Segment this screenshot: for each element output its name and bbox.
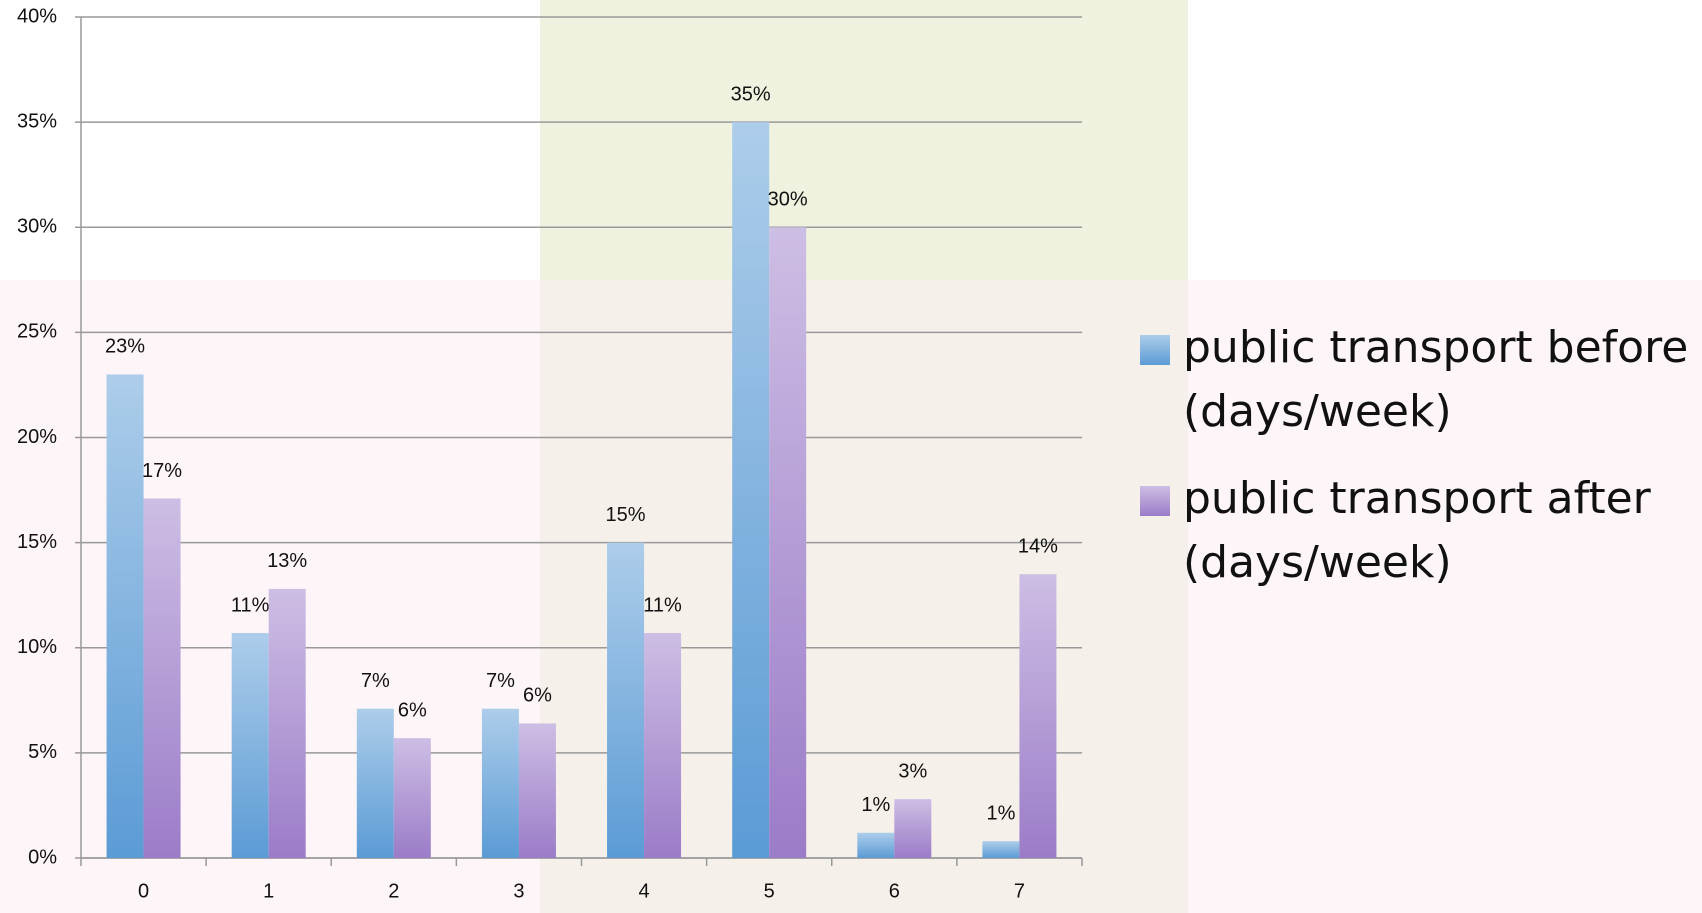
- x-tick-label: 3: [513, 880, 524, 902]
- y-tick-label: 5%: [28, 741, 57, 763]
- data-label: 1%: [986, 802, 1015, 824]
- x-tick-label: 0: [138, 880, 149, 902]
- bar: [607, 543, 644, 858]
- bar: [357, 709, 394, 858]
- y-tick-label: 20%: [17, 426, 57, 448]
- y-tick-label: 10%: [17, 636, 57, 658]
- data-label: 6%: [523, 685, 552, 707]
- data-label: 3%: [898, 760, 927, 782]
- bar: [894, 799, 931, 858]
- x-tick-label: 4: [639, 880, 650, 902]
- y-tick-label: 15%: [17, 531, 57, 553]
- bar: [144, 498, 181, 858]
- data-label: 30%: [768, 189, 808, 211]
- bar: [232, 633, 269, 858]
- data-label: 13%: [267, 550, 307, 572]
- x-tick-label: 5: [764, 880, 775, 902]
- bar: [857, 833, 894, 858]
- bar: [982, 841, 1019, 858]
- data-label: 35%: [731, 83, 771, 105]
- bar: [394, 738, 431, 858]
- legend-line: public transport after: [1183, 473, 1652, 524]
- data-label: 1%: [861, 794, 890, 816]
- chart: 0%5%10%15%20%25%30%35%40%023%17%111%13%2…: [0, 0, 1702, 913]
- bar: [107, 374, 144, 858]
- data-label: 11%: [643, 594, 682, 616]
- data-label: 15%: [606, 504, 646, 526]
- data-label: 7%: [486, 670, 515, 692]
- y-tick-label: 25%: [17, 321, 57, 343]
- bar: [482, 709, 519, 858]
- bar: [269, 589, 306, 858]
- bar: [732, 122, 769, 858]
- data-label: 11%: [231, 594, 270, 616]
- data-label: 7%: [361, 670, 390, 692]
- data-label: 6%: [398, 699, 427, 721]
- data-label: 17%: [142, 460, 182, 482]
- y-tick-label: 35%: [17, 110, 57, 132]
- legend-line: public transport before: [1183, 322, 1688, 373]
- data-label: 14%: [1018, 535, 1058, 557]
- bar: [1019, 574, 1056, 858]
- legend-swatch: [1140, 486, 1170, 516]
- legend-line: (days/week): [1183, 386, 1452, 437]
- y-tick-label: 0%: [28, 846, 57, 868]
- legend-line: (days/week): [1183, 537, 1452, 588]
- x-tick-label: 6: [889, 880, 900, 902]
- bar: [644, 633, 681, 858]
- bar: [769, 227, 806, 858]
- x-tick-label: 1: [263, 880, 274, 902]
- x-tick-label: 2: [388, 880, 399, 902]
- legend-swatch: [1140, 335, 1170, 365]
- x-tick-label: 7: [1014, 880, 1025, 902]
- y-tick-label: 40%: [17, 5, 57, 27]
- bar: [519, 723, 556, 858]
- y-tick-label: 30%: [17, 216, 57, 238]
- data-label: 23%: [105, 336, 145, 358]
